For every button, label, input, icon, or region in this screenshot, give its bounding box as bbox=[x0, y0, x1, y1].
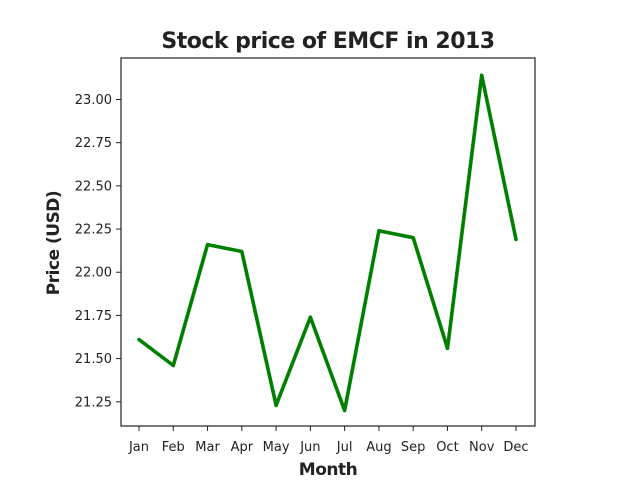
x-tick-label: May bbox=[263, 440, 290, 455]
data-point bbox=[308, 315, 312, 319]
data-point bbox=[137, 338, 141, 342]
x-tick-label: Oct bbox=[436, 440, 458, 455]
data-point bbox=[377, 229, 381, 233]
y-axis-label: Price (USD) bbox=[44, 191, 64, 295]
x-tick-label: Mar bbox=[195, 440, 220, 455]
x-tick-label: Dec bbox=[503, 440, 528, 455]
x-tick-label: Aug bbox=[366, 440, 391, 455]
x-tick-label: Feb bbox=[162, 440, 185, 455]
plot-area: Jan Feb Mar Apr May Jun Jul Aug Sep Oct Nov Dec 21.2… bbox=[75, 73, 529, 455]
y-tick-label: 22.50 bbox=[75, 179, 112, 194]
data-point bbox=[445, 346, 450, 350]
series-line bbox=[137, 73, 518, 413]
data-point bbox=[343, 408, 347, 413]
data-point bbox=[205, 242, 210, 247]
x-tick-label: Sep bbox=[401, 440, 426, 455]
y-tick-label: 22.25 bbox=[75, 223, 112, 238]
x-tick-label: Jun bbox=[299, 440, 320, 455]
x-tick-label: Jul bbox=[336, 440, 353, 455]
x-tick-label: Apr bbox=[231, 440, 254, 455]
data-point bbox=[411, 236, 415, 240]
y-tick-label: 23.00 bbox=[75, 93, 112, 108]
plot-frame bbox=[120, 57, 536, 427]
chart-title: Stock price of EMCF in 2013 bbox=[161, 29, 494, 54]
data-point bbox=[171, 363, 175, 368]
y-tick-label: 22.75 bbox=[75, 136, 112, 151]
data-point bbox=[274, 403, 278, 407]
x-tick-label: Nov bbox=[469, 440, 495, 455]
y-tick-label: 21.25 bbox=[75, 395, 112, 410]
data-point bbox=[514, 237, 518, 242]
x-tick-label: Jan bbox=[128, 440, 149, 455]
y-tick-label: 22.00 bbox=[75, 266, 112, 281]
y-tick-label: 21.75 bbox=[75, 309, 112, 324]
data-point bbox=[240, 249, 244, 254]
y-tick-label: 21.50 bbox=[75, 352, 112, 367]
data-point bbox=[480, 73, 484, 77]
x-axis-label: Month bbox=[299, 460, 357, 480]
